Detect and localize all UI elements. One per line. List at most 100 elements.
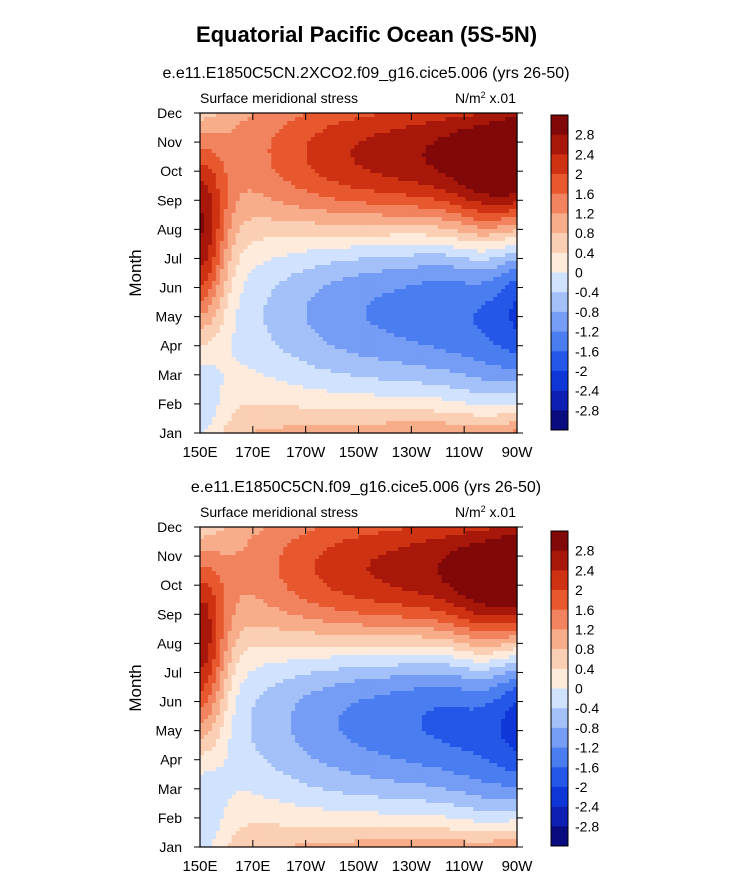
contour-cell xyxy=(279,285,284,290)
contour-cell xyxy=(299,273,304,278)
contour-cell xyxy=(445,317,451,322)
contour-cell xyxy=(429,257,435,262)
contour-cell xyxy=(370,117,375,122)
contour-cell xyxy=(402,173,407,178)
contour-cell xyxy=(453,161,459,166)
contour-cell xyxy=(227,185,233,190)
contour-cell xyxy=(485,329,490,334)
contour-cell xyxy=(275,285,280,290)
contour-cell xyxy=(219,233,225,238)
contour-cell xyxy=(231,305,237,310)
contour-cell xyxy=(406,249,411,254)
contour-cell xyxy=(501,137,506,142)
contour-cell xyxy=(362,133,368,138)
contour-cell xyxy=(445,237,451,242)
contour-cell xyxy=(239,173,245,178)
contour-cell xyxy=(501,141,506,146)
contour-cell xyxy=(259,305,264,310)
contour-cell xyxy=(275,229,280,234)
contour-cell xyxy=(473,241,478,246)
contour-cell xyxy=(259,165,264,170)
contour-cell xyxy=(410,113,415,118)
contour-cell xyxy=(247,233,253,238)
contour-cell xyxy=(449,221,455,226)
contour-cell xyxy=(203,241,209,246)
contour-cell xyxy=(211,165,217,170)
contour-cell xyxy=(267,325,272,330)
contour-cell xyxy=(239,181,245,186)
contour-cell xyxy=(279,321,284,326)
contour-cell xyxy=(386,153,391,158)
contour-cell xyxy=(219,121,225,126)
contour-cell xyxy=(259,121,264,126)
contour-cell xyxy=(410,133,415,138)
contour-cell xyxy=(275,305,280,310)
contour-cell xyxy=(374,125,379,130)
contour-cell xyxy=(481,277,486,282)
contour-cell xyxy=(287,157,292,162)
contour-cell xyxy=(243,249,249,254)
contour-cell xyxy=(433,141,439,146)
contour-cell xyxy=(394,317,399,322)
contour-cell xyxy=(227,249,233,254)
contour-cell xyxy=(509,229,514,234)
contour-cell xyxy=(326,313,332,318)
contour-cell xyxy=(358,249,364,254)
contour-cell xyxy=(287,141,292,146)
contour-cell xyxy=(513,141,518,146)
contour-cell xyxy=(200,297,205,302)
contour-cell xyxy=(421,137,427,142)
contour-cell xyxy=(322,237,328,242)
contour-cell xyxy=(505,345,510,350)
contour-cell xyxy=(413,221,419,226)
contour-cell xyxy=(469,169,475,174)
contour-cell xyxy=(231,137,237,142)
contour-cell xyxy=(406,165,411,170)
contour-cell xyxy=(275,205,280,210)
contour-cell xyxy=(263,153,268,158)
contour-cell xyxy=(501,129,506,134)
contour-cell xyxy=(505,113,510,118)
contour-cell xyxy=(413,289,419,294)
contour-cell xyxy=(354,277,360,282)
contour-cell xyxy=(417,149,423,154)
contour-cell xyxy=(334,237,340,242)
contour-cell xyxy=(314,289,320,294)
contour-cell xyxy=(421,333,427,338)
contour-cell xyxy=(374,297,379,302)
contour-cell xyxy=(449,181,455,186)
contour-cell xyxy=(485,169,490,174)
contour-cell xyxy=(223,161,229,166)
contour-cell xyxy=(267,253,272,258)
contour-cell xyxy=(410,181,415,186)
contour-cell xyxy=(279,201,284,206)
contour-cell xyxy=(207,153,213,158)
contour-cell xyxy=(251,173,257,178)
contour-cell xyxy=(402,117,407,122)
contour-cell xyxy=(429,249,435,254)
contour-cell xyxy=(489,277,494,282)
contour-cell xyxy=(501,197,506,202)
contour-cell xyxy=(200,169,205,174)
contour-cell xyxy=(259,193,264,198)
contour-cell xyxy=(417,221,423,226)
contour-cell xyxy=(235,309,241,314)
contour-cell xyxy=(457,113,463,118)
contour-cell xyxy=(215,129,221,134)
contour-cell xyxy=(303,217,308,222)
contour-cell xyxy=(247,265,253,270)
contour-cell xyxy=(390,313,395,318)
contour-cell xyxy=(310,277,316,282)
contour-cell xyxy=(417,325,423,330)
contour-cell xyxy=(247,289,253,294)
contour-cell xyxy=(267,149,272,154)
contour-cell xyxy=(322,285,328,290)
contour-cell xyxy=(255,125,261,130)
contour-cell xyxy=(275,249,280,254)
contour-cell xyxy=(481,229,486,234)
contour-cell xyxy=(481,325,486,330)
contour-cell xyxy=(374,325,379,330)
contour-cell xyxy=(239,249,245,254)
contour-cell xyxy=(303,153,308,158)
contour-cell xyxy=(370,245,375,250)
